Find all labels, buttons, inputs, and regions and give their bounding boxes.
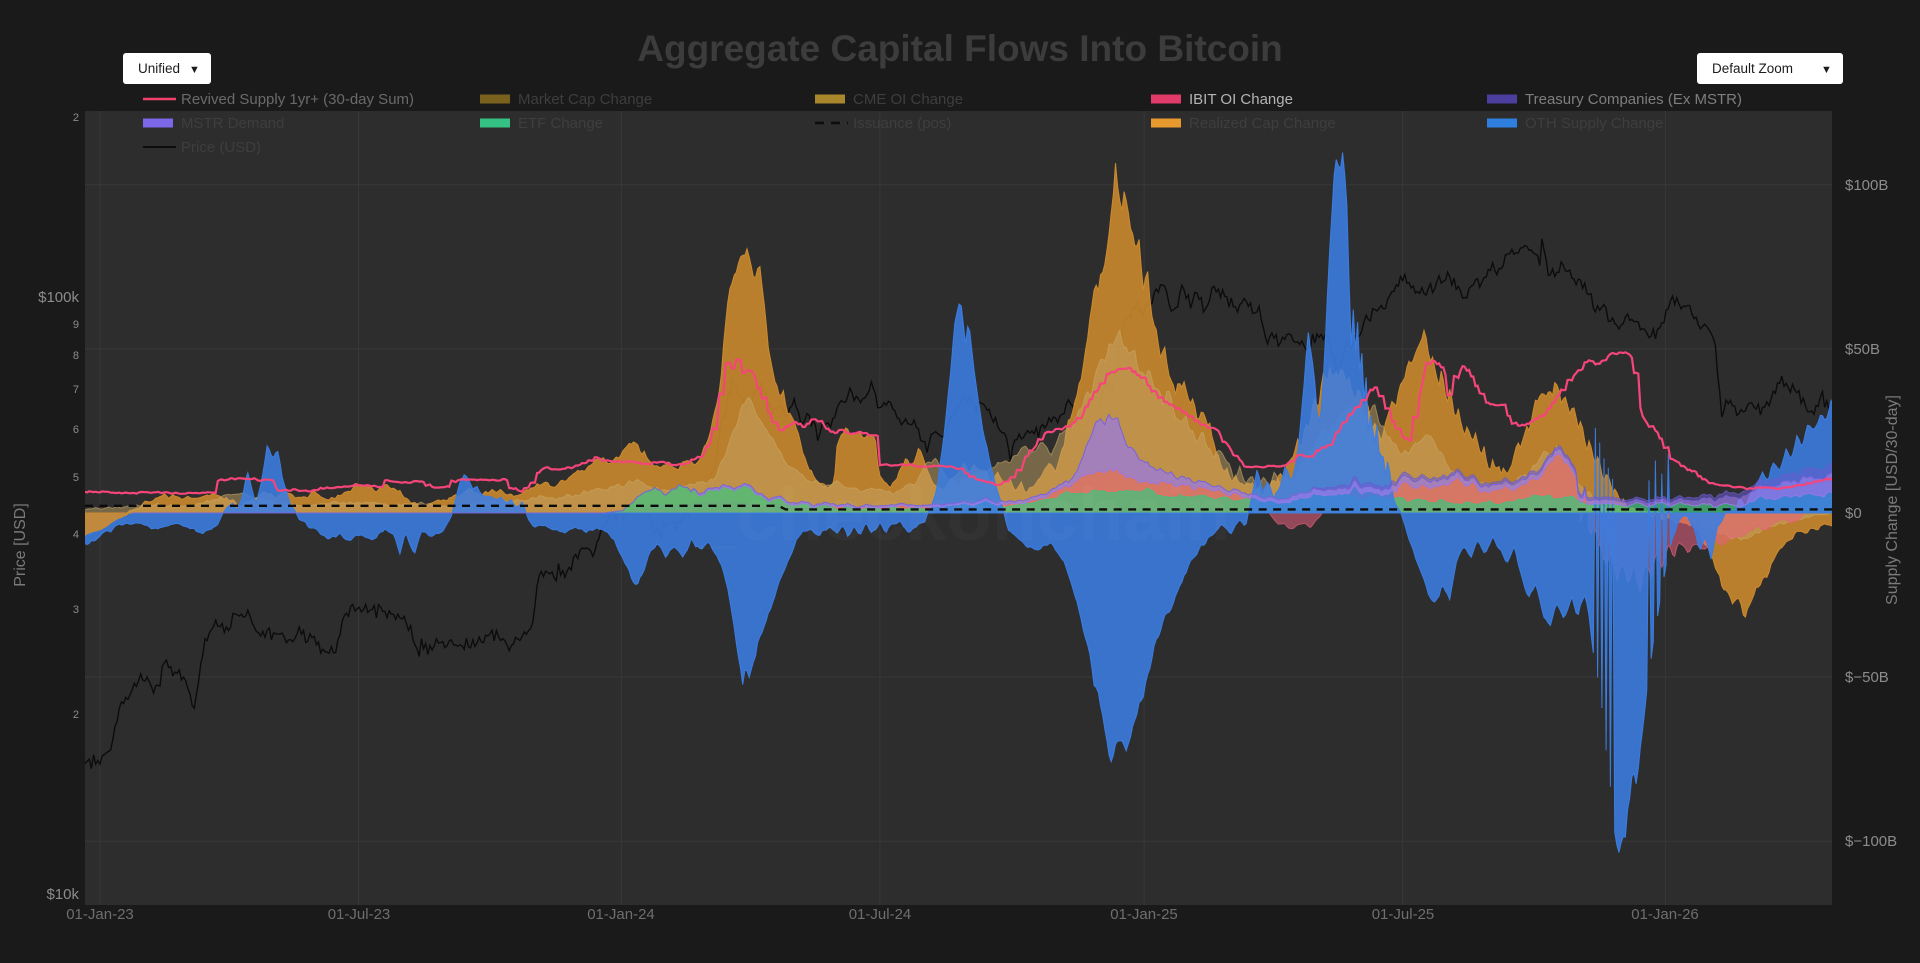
svg-text:3: 3 [73, 604, 79, 616]
svg-text:$−50B: $−50B [1845, 669, 1889, 686]
svg-text:5: 5 [73, 472, 79, 484]
svg-text:Price (USD): Price (USD) [181, 139, 261, 156]
svg-text:_checkonchain: _checkonchain [695, 473, 1231, 556]
svg-text:Market Cap Change: Market Cap Change [518, 91, 652, 108]
svg-text:MSTR Demand: MSTR Demand [181, 115, 284, 132]
svg-text:▼: ▼ [189, 64, 200, 76]
svg-text:ETF Change: ETF Change [518, 115, 603, 132]
svg-text:01-Jul-23: 01-Jul-23 [328, 906, 391, 923]
svg-text:Aggregate Capital Flows Into B: Aggregate Capital Flows Into Bitcoin [637, 28, 1282, 69]
svg-text:9: 9 [73, 319, 79, 331]
svg-text:IBIT OI Change: IBIT OI Change [1189, 91, 1293, 108]
svg-text:Price [USD]: Price [USD] [12, 503, 29, 587]
svg-text:6: 6 [73, 424, 79, 436]
svg-text:4: 4 [73, 529, 79, 541]
svg-text:Unified: Unified [138, 61, 180, 76]
svg-text:Treasury Companies (Ex MSTR): Treasury Companies (Ex MSTR) [1525, 91, 1742, 108]
svg-text:01-Jan-25: 01-Jan-25 [1110, 906, 1178, 923]
svg-text:CME OI Change: CME OI Change [853, 91, 963, 108]
svg-text:$−100B: $−100B [1845, 833, 1897, 850]
svg-text:OTH Supply Change: OTH Supply Change [1525, 115, 1663, 132]
svg-text:$10k: $10k [46, 886, 79, 903]
svg-text:Realized Cap Change: Realized Cap Change [1189, 115, 1336, 132]
svg-text:$100B: $100B [1845, 177, 1888, 194]
svg-text:$50B: $50B [1845, 341, 1880, 358]
svg-text:Issuance (pos): Issuance (pos) [853, 115, 951, 132]
svg-text:▼: ▼ [1821, 64, 1832, 76]
svg-text:2: 2 [73, 709, 79, 721]
svg-text:Revived Supply 1yr+ (30-day Su: Revived Supply 1yr+ (30-day Sum) [181, 91, 414, 108]
svg-text:01-Jan-26: 01-Jan-26 [1631, 906, 1699, 923]
svg-text:01-Jan-23: 01-Jan-23 [66, 906, 134, 923]
svg-text:2: 2 [73, 112, 79, 124]
svg-text:$100k: $100k [38, 289, 79, 306]
svg-text:Default Zoom: Default Zoom [1712, 61, 1793, 76]
svg-text:01-Jul-24: 01-Jul-24 [849, 906, 912, 923]
svg-text:$0: $0 [1845, 505, 1862, 522]
svg-text:8: 8 [73, 350, 79, 362]
svg-text:Supply Change [USD/30-day]: Supply Change [USD/30-day] [1884, 395, 1901, 605]
svg-text:01-Jul-25: 01-Jul-25 [1372, 906, 1435, 923]
svg-text:01-Jan-24: 01-Jan-24 [587, 906, 655, 923]
svg-text:7: 7 [73, 384, 79, 396]
